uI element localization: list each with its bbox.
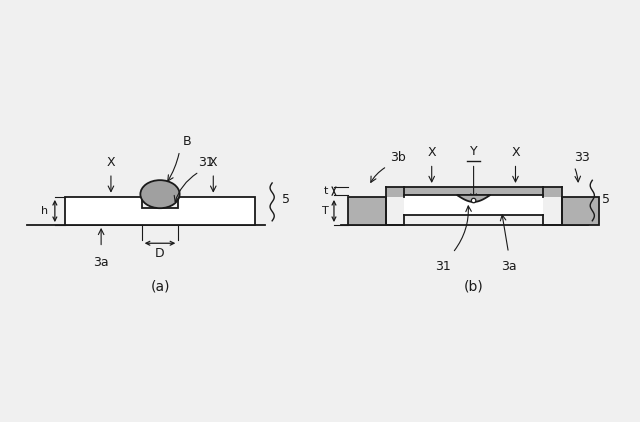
- Text: 5: 5: [602, 193, 610, 206]
- Text: (b): (b): [464, 279, 483, 293]
- Text: 5: 5: [282, 193, 290, 206]
- Text: (a): (a): [150, 280, 170, 294]
- Polygon shape: [490, 195, 543, 215]
- Polygon shape: [457, 197, 490, 215]
- Text: B: B: [182, 135, 191, 148]
- Polygon shape: [386, 187, 404, 197]
- Text: X: X: [511, 146, 520, 160]
- Text: T: T: [322, 206, 329, 216]
- Text: X: X: [209, 156, 218, 169]
- Polygon shape: [348, 197, 386, 225]
- Text: 33: 33: [574, 151, 590, 163]
- Text: 3a: 3a: [500, 260, 516, 273]
- Text: t: t: [323, 186, 328, 196]
- Text: D: D: [155, 246, 165, 260]
- Polygon shape: [561, 197, 599, 225]
- Polygon shape: [404, 187, 543, 195]
- Polygon shape: [457, 195, 490, 202]
- Text: X: X: [107, 156, 115, 169]
- Text: 3b: 3b: [390, 151, 406, 163]
- Text: 3a: 3a: [93, 256, 109, 269]
- Text: Y: Y: [470, 145, 477, 158]
- Text: 31: 31: [435, 260, 451, 273]
- Text: X: X: [428, 146, 436, 160]
- Ellipse shape: [140, 180, 180, 208]
- Text: h: h: [42, 206, 49, 216]
- Polygon shape: [404, 195, 457, 215]
- Polygon shape: [65, 197, 255, 225]
- Text: 31: 31: [198, 156, 214, 169]
- Polygon shape: [543, 187, 561, 197]
- Circle shape: [472, 198, 476, 203]
